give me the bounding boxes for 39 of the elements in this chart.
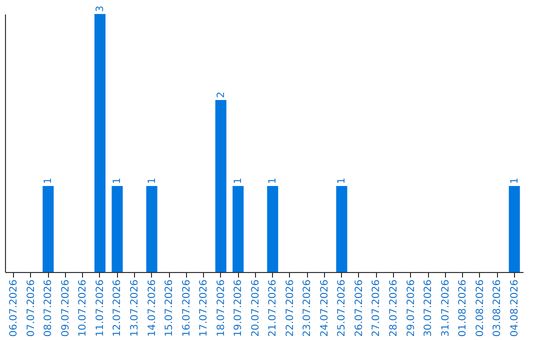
x-tick-label: 09.07.2026 <box>60 280 72 337</box>
x-tick-label: 02.08.2026 <box>474 280 486 337</box>
data-label: 1 <box>112 178 124 184</box>
x-tick-label: 01.08.2026 <box>458 280 469 337</box>
x-tick-label: 24.07.2026 <box>319 280 330 337</box>
x-tick-label: 31.07.2026 <box>440 280 452 337</box>
data-label: 1 <box>146 178 158 184</box>
x-tick-label: 23.07.2026 <box>302 280 314 337</box>
data-label: 1 <box>43 178 54 184</box>
x-tick-label: 27.07.2026 <box>371 280 382 337</box>
x-tick-label: 28.07.2026 <box>388 280 400 337</box>
x-tick-label: 29.07.2026 <box>406 280 417 337</box>
x-tick-label: 16.07.2026 <box>181 280 192 337</box>
x-tick-label: 19.07.2026 <box>233 280 244 337</box>
x-tick-label: 03.08.2026 <box>492 280 504 337</box>
x-tick-label: 06.07.2026 <box>8 280 20 337</box>
data-label: 3 <box>94 6 106 12</box>
data-label: 2 <box>216 92 227 98</box>
x-tick-label: 14.07.2026 <box>146 280 158 337</box>
x-tick-label: 13.07.2026 <box>130 280 140 337</box>
data-label: 1 <box>233 178 244 184</box>
x-tick-label: 08.07.2026 <box>43 280 54 337</box>
x-tick-label: 04.08.2026 <box>509 280 520 337</box>
data-label: 1 <box>336 178 348 184</box>
x-tick-label: 12.07.2026 <box>112 280 124 337</box>
x-tick-label: 25.07.2026 <box>336 280 348 337</box>
data-label: 1 <box>268 178 279 184</box>
x-tick-label: 20.07.2026 <box>250 280 262 337</box>
x-tick-label: 15.07.2026 <box>164 280 176 337</box>
x-tick-label: 30.07.2026 <box>423 280 434 337</box>
x-tick-label: 21.07.2026 <box>268 280 279 337</box>
data-label: 1 <box>509 178 520 184</box>
x-tick-label: 11.07.2026 <box>94 280 106 337</box>
x-tick-label: 18.07.2026 <box>216 280 227 337</box>
x-tick-label: 26.07.2026 <box>354 280 365 337</box>
x-tick-label: 07.07.2026 <box>26 280 37 337</box>
x-tick-label: 22.07.2026 <box>284 280 296 337</box>
x-tick-label: 17.07.2026 <box>198 280 210 337</box>
x-tick-label: 10.07.2026 <box>78 280 89 337</box>
